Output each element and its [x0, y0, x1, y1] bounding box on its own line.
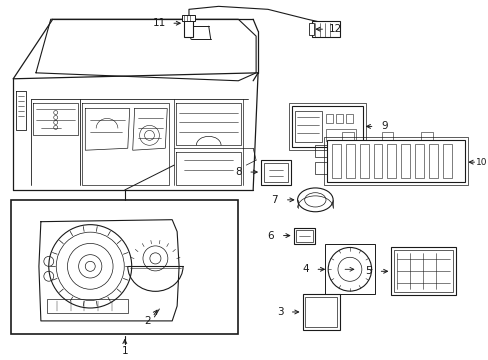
Bar	[182, 15, 195, 21]
Bar	[386, 144, 395, 178]
Bar	[183, 19, 193, 37]
Bar	[326, 140, 465, 182]
Bar	[315, 162, 326, 174]
Bar	[294, 111, 322, 142]
Text: 2: 2	[144, 316, 150, 326]
Bar	[335, 113, 342, 123]
Text: 5: 5	[365, 266, 371, 276]
Bar	[393, 251, 452, 292]
Bar	[341, 132, 353, 140]
Bar	[401, 144, 409, 178]
Text: 6: 6	[267, 230, 274, 240]
Bar	[325, 113, 332, 123]
Bar	[305, 297, 336, 327]
Bar	[11, 200, 238, 334]
Bar	[420, 132, 432, 140]
Text: 10: 10	[474, 158, 486, 167]
Bar	[324, 137, 468, 185]
Bar	[359, 144, 368, 178]
Bar	[315, 145, 326, 157]
Bar	[414, 144, 423, 178]
Text: 1: 1	[121, 346, 128, 356]
Circle shape	[327, 247, 371, 291]
Text: 8: 8	[235, 167, 241, 177]
Bar	[288, 103, 365, 150]
Bar	[390, 247, 455, 295]
Bar	[373, 144, 382, 178]
Text: 3: 3	[277, 307, 284, 317]
Bar	[312, 21, 339, 37]
Bar	[345, 113, 352, 123]
Bar	[264, 163, 287, 182]
Bar	[261, 160, 290, 185]
Bar	[302, 294, 339, 330]
Bar	[309, 23, 314, 35]
Text: 12: 12	[328, 24, 341, 34]
Bar	[345, 144, 354, 178]
Bar	[428, 144, 437, 178]
Bar	[295, 230, 313, 242]
Text: 7: 7	[271, 195, 278, 205]
Ellipse shape	[297, 188, 332, 212]
Bar	[47, 299, 127, 313]
Text: 11: 11	[152, 18, 165, 28]
Bar	[381, 132, 392, 140]
Bar	[331, 144, 340, 178]
Bar	[291, 105, 362, 147]
Bar	[325, 244, 374, 294]
Bar	[293, 228, 315, 243]
Bar	[325, 129, 355, 141]
Bar	[442, 144, 451, 178]
Text: 4: 4	[302, 264, 308, 274]
Text: 9: 9	[380, 121, 387, 131]
